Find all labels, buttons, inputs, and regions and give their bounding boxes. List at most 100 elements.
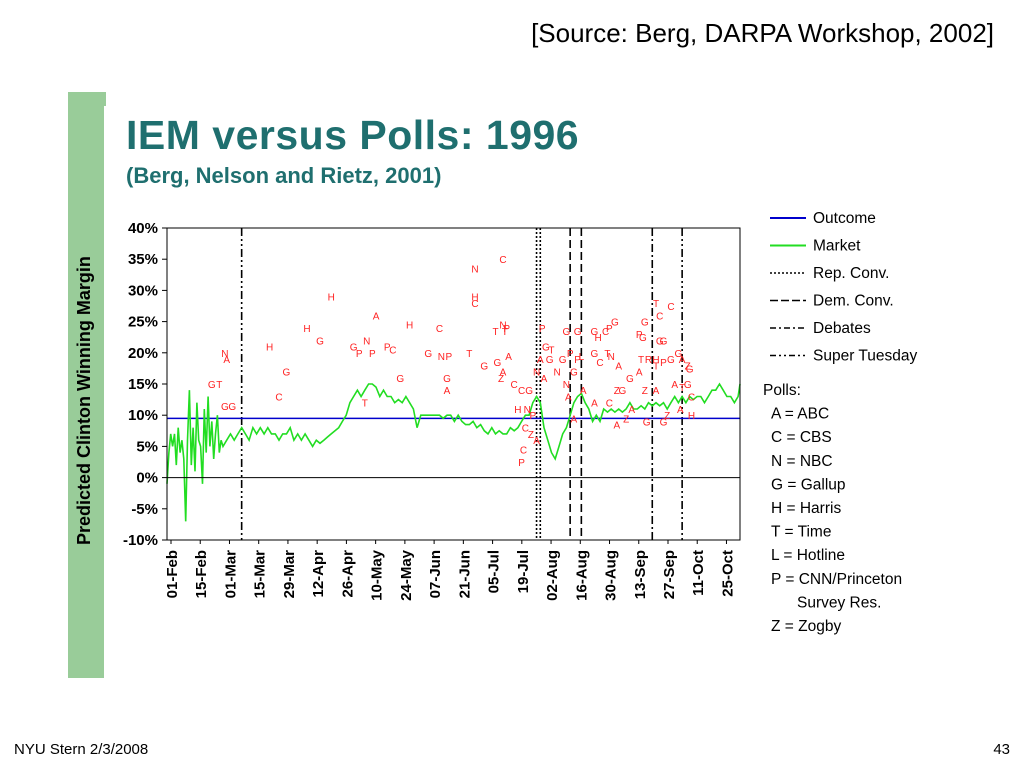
- poll-marker: P: [529, 411, 536, 422]
- poll-marker: A: [671, 380, 678, 391]
- poll-marker: G: [591, 349, 599, 360]
- x-tick-label: 19-Jul: [515, 550, 532, 593]
- poll-marker: T: [679, 383, 685, 394]
- x-tick-label: 13-Sep: [632, 550, 649, 599]
- poll-marker: C: [667, 302, 674, 313]
- poll-marker: L: [579, 352, 585, 363]
- slide-accent-bar: [68, 92, 104, 678]
- polls-legend-item: T = Time: [771, 524, 831, 541]
- poll-marker: C: [275, 392, 282, 403]
- poll-marker: G: [619, 386, 627, 397]
- x-tick-label: 30-Aug: [603, 550, 620, 601]
- y-tick-label: 40%: [128, 220, 158, 237]
- legend-label: Dem. Conv.: [813, 293, 894, 310]
- y-tick-label: 0%: [136, 470, 158, 487]
- poll-marker: A: [565, 392, 572, 403]
- slide-accent-notch: [100, 92, 106, 106]
- poll-marker: G: [660, 336, 668, 347]
- x-tick-label: 21-Jun: [456, 550, 473, 598]
- poll-marker: N: [499, 321, 506, 332]
- poll-marker: T: [638, 355, 644, 366]
- x-tick-label: 01-Feb: [164, 550, 181, 598]
- poll-marker: N: [438, 352, 445, 363]
- x-tick-label: 27-Sep: [661, 550, 678, 599]
- poll-marker: G: [570, 368, 578, 379]
- poll-marker: A: [444, 386, 451, 397]
- polls-legend-item: G = Gallup: [771, 476, 846, 493]
- poll-marker: C: [596, 358, 603, 369]
- poll-marker: G: [493, 358, 501, 369]
- x-tick-label: 10-May: [369, 549, 386, 601]
- chart-title: IEM versus Polls: 1996: [126, 112, 580, 158]
- poll-marker: A: [677, 405, 684, 416]
- poll-marker: A: [533, 436, 540, 447]
- polls-legend-item: Survey Res.: [797, 594, 881, 611]
- poll-marker: C: [522, 424, 529, 435]
- poll-marker: Z: [623, 414, 629, 425]
- poll-marker: A: [500, 368, 507, 379]
- poll-marker: H: [688, 411, 695, 422]
- poll-marker: C: [606, 399, 613, 410]
- poll-marker: H: [514, 405, 521, 416]
- poll-marker: T: [653, 361, 659, 372]
- poll-marker: A: [373, 311, 380, 322]
- poll-marker: C: [511, 380, 518, 391]
- poll-marker: Z: [642, 386, 648, 397]
- poll-marker: P: [539, 324, 546, 335]
- poll-marker: G: [559, 355, 567, 366]
- x-tick-label: 07-Jun: [427, 550, 444, 598]
- y-tick-label: 35%: [128, 251, 158, 268]
- legend-label: Rep. Conv.: [813, 265, 889, 282]
- poll-marker: C: [520, 446, 527, 457]
- poll-marker: T: [466, 349, 472, 360]
- poll-marker: A: [679, 355, 686, 366]
- x-tick-label: 05-Jul: [486, 550, 503, 593]
- legend-label: Debates: [813, 320, 871, 337]
- poll-marker: G: [525, 386, 533, 397]
- poll-marker: C: [602, 327, 609, 338]
- chart-subtitle: (Berg, Nelson and Rietz, 2001): [126, 163, 442, 188]
- poll-marker: G: [563, 327, 571, 338]
- poll-marker: C: [656, 311, 663, 322]
- poll-marker: P: [518, 458, 525, 469]
- poll-marker: Z: [498, 374, 504, 385]
- x-tick-label: 16-Aug: [573, 550, 590, 601]
- poll-marker: A: [505, 352, 512, 363]
- poll-marker: G: [316, 336, 324, 347]
- poll-marker: G: [480, 361, 488, 372]
- poll-marker: G: [643, 417, 651, 428]
- poll-marker: P: [503, 324, 510, 335]
- poll-marker: P: [606, 324, 613, 335]
- poll-marker: G: [641, 318, 649, 329]
- poll-marker: N: [363, 336, 370, 347]
- y-tick-label: -10%: [123, 532, 158, 549]
- y-tick-label: -5%: [131, 501, 158, 518]
- x-tick-label: 01-Mar: [222, 550, 239, 599]
- poll-marker: Z: [528, 430, 534, 441]
- poll-marker: P: [567, 349, 574, 360]
- source-citation: [Source: Berg, DARPA Workshop, 2002]: [531, 18, 994, 48]
- poll-marker: C: [436, 324, 443, 335]
- legend: Outcome Market Rep. Conv. Dem. Conv. Debates…: [763, 210, 918, 635]
- poll-marker: G: [626, 374, 634, 385]
- x-tick-label: 02-Aug: [544, 550, 561, 601]
- poll-marker: A: [636, 368, 643, 379]
- poll-marker: G: [686, 364, 694, 375]
- y-tick-label: 30%: [128, 282, 158, 299]
- poll-marker: G: [228, 402, 236, 413]
- y-tick-label: 10%: [128, 407, 158, 424]
- x-tick-label: 15-Feb: [193, 550, 210, 598]
- poll-marker: G: [656, 336, 664, 347]
- polls-legend-title: Polls:: [763, 382, 801, 399]
- poll-marker: G: [684, 380, 692, 391]
- footer-source: NYU Stern 2/3/2008: [14, 741, 149, 758]
- poll-marker: H: [303, 324, 310, 335]
- poll-marker: A: [223, 355, 230, 366]
- poll-marker: P: [356, 349, 363, 360]
- poll-marker: G: [675, 349, 683, 360]
- poll-marker: H: [266, 343, 273, 354]
- y-tick-label: 5%: [136, 438, 158, 455]
- poll-marker: A: [537, 355, 544, 366]
